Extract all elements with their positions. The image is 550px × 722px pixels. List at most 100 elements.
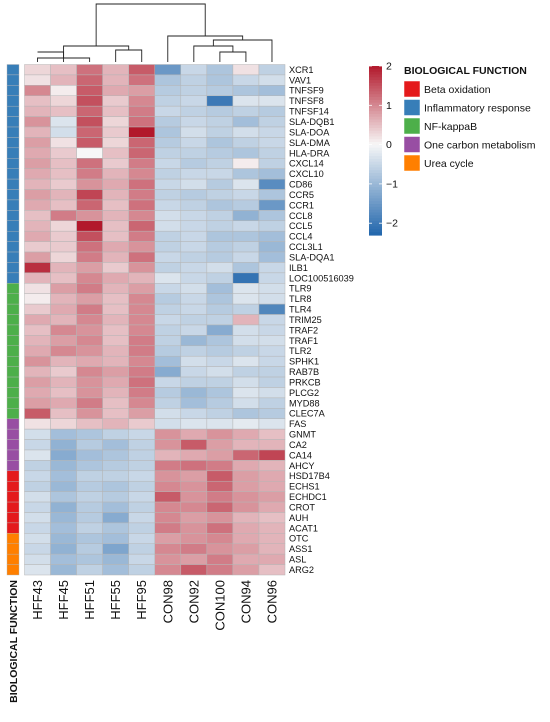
- color-scale-segment: [369, 184, 382, 188]
- heatmap-cell: [154, 512, 182, 524]
- annotation-cell: [6, 272, 20, 284]
- heatmap-cell: [154, 428, 182, 440]
- heatmap-cell: [128, 303, 155, 315]
- color-scale-segment: [369, 71, 382, 76]
- heatmap-cell: [180, 335, 208, 347]
- heatmap-cell: [128, 397, 155, 409]
- heatmap-cell: [258, 303, 286, 315]
- annotation-cell: [6, 501, 20, 513]
- heatmap-cell: [180, 95, 208, 107]
- heatmap-cell: [258, 408, 286, 419]
- heatmap-cell: [76, 533, 103, 544]
- color-scale-legend: 2 1 0 −1 −2: [369, 61, 398, 236]
- heatmap-cell: [258, 460, 286, 472]
- dendrogram-branch: [63, 45, 130, 58]
- heatmap-cell: [154, 199, 182, 211]
- color-scale-segment: [369, 192, 382, 197]
- gene-label: CXCL14: [289, 159, 324, 169]
- heatmap-cell: [102, 553, 129, 565]
- heatmap-cell: [258, 293, 286, 305]
- heatmap-cell: [180, 355, 208, 367]
- gene-label: SLA-DQA1: [289, 252, 334, 262]
- gene-label: GNMT: [289, 430, 316, 440]
- heatmap-cell: [206, 439, 234, 451]
- annotation-cell: [6, 74, 20, 86]
- gene-label: SPHK1: [289, 357, 319, 367]
- heatmap-cell: [128, 470, 155, 482]
- heatmap-cell: [76, 199, 103, 211]
- heatmap-cell: [24, 314, 51, 326]
- heatmap-cell: [154, 335, 182, 347]
- color-scale-segment: [369, 226, 382, 230]
- annotation-cell: [6, 564, 20, 576]
- gene-label: CCL5: [289, 221, 313, 231]
- heatmap-cell: [128, 376, 155, 388]
- heatmap-cell: [232, 147, 260, 159]
- column-label: HFF51: [82, 580, 97, 620]
- heatmap-cell: [128, 272, 155, 284]
- color-scale-segment: [369, 195, 382, 199]
- heatmap-cell: [24, 283, 51, 294]
- gene-label: CCR5: [289, 190, 314, 200]
- heatmap-cell: [102, 491, 129, 503]
- color-scale-segment: [369, 85, 382, 90]
- gene-label: TRIM25: [289, 315, 322, 325]
- heatmap-cell: [180, 376, 208, 388]
- heatmap-cell: [50, 74, 77, 86]
- heatmap-cell: [154, 480, 182, 492]
- heatmap-cell: [180, 366, 208, 378]
- legend-swatch: [403, 99, 421, 116]
- heatmap-cell: [206, 418, 234, 430]
- annotation-cell: [6, 116, 20, 128]
- heatmap-cell: [76, 178, 103, 190]
- heatmap-cell: [50, 335, 77, 347]
- heatmap-cell: [232, 116, 260, 128]
- heatmap-cell: [102, 241, 129, 253]
- heatmap-cell: [102, 158, 129, 169]
- heatmap-cell: [102, 564, 129, 576]
- color-scale-segment: [369, 113, 382, 118]
- gene-label: TLR4: [289, 305, 311, 315]
- heatmap-cell: [232, 439, 260, 451]
- color-scale-segment: [369, 133, 382, 138]
- gene-label: TLR9: [289, 284, 311, 294]
- heatmap-cell: [206, 283, 234, 294]
- heatmap-cell: [258, 116, 286, 128]
- annotation-cell: [6, 449, 20, 461]
- heatmap-cell: [154, 439, 182, 451]
- heatmap-cell: [180, 116, 208, 128]
- heatmap-cell: [154, 283, 182, 294]
- heatmap-cell: [206, 262, 234, 274]
- heatmap-cell: [154, 210, 182, 222]
- heatmap-cell: [258, 366, 286, 378]
- heatmap-cell: [154, 105, 182, 117]
- heatmap-cell: [206, 376, 234, 388]
- heatmap-cell: [154, 553, 182, 565]
- heatmap-cell: [154, 262, 182, 274]
- heatmap-cell: [154, 64, 182, 76]
- heatmap-cell: [154, 543, 182, 555]
- heatmap-cell: [50, 293, 77, 305]
- annotation-cell: [6, 137, 20, 149]
- gene-label: LOC100516039: [289, 273, 354, 283]
- color-scale-segment: [369, 215, 382, 219]
- heatmap-cell: [232, 74, 260, 86]
- heatmap-cell: [232, 512, 260, 524]
- heatmap-cell: [50, 366, 77, 378]
- heatmap-cell: [50, 85, 77, 97]
- heatmap-cell: [24, 355, 51, 367]
- color-scale-segment: [369, 198, 382, 202]
- heatmap-cell: [24, 74, 51, 86]
- heatmap-cell: [50, 251, 77, 263]
- annotation-cell: [6, 324, 20, 336]
- heatmap-cell: [76, 418, 103, 430]
- heatmap-cell: [24, 512, 51, 524]
- heatmap-cell: [258, 449, 286, 461]
- heatmap-cell: [232, 105, 260, 117]
- heatmap-cell: [128, 251, 155, 263]
- heatmap-cell: [258, 137, 286, 149]
- heatmap-cell: [102, 95, 129, 107]
- annotation-cell: [6, 512, 20, 524]
- heatmap-cell: [102, 376, 129, 388]
